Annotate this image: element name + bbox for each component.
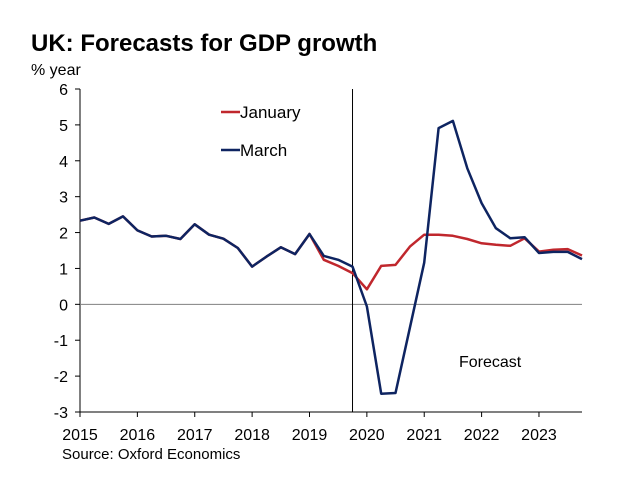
series-line-march (79, 119, 583, 395)
series-line-january (79, 215, 583, 291)
y-tick-label: 5 (59, 118, 68, 135)
y-tick-label: -1 (54, 333, 68, 350)
chart-title: UK: Forecasts for GDP growth (31, 30, 378, 57)
x-tick-label: 2016 (120, 427, 156, 444)
forecast-annotation: Forecast (459, 354, 522, 371)
legend-label-january: January (240, 103, 301, 122)
y-tick-label: 1 (59, 261, 68, 278)
x-tick-label: 2018 (234, 427, 270, 444)
x-tick-label: 2023 (521, 427, 557, 444)
y-tick-label: 3 (59, 190, 68, 207)
x-tick-label: 2017 (177, 427, 213, 444)
y-tick-label: -2 (54, 369, 68, 386)
y-tick-label: 4 (59, 154, 68, 171)
y-tick-label: 2 (59, 226, 68, 243)
legend-label-march: March (240, 141, 287, 160)
x-tick-label: 2021 (406, 427, 442, 444)
y-tick-label: -3 (54, 405, 68, 422)
x-tick-label: 2019 (292, 427, 328, 444)
y-tick-label: 6 (59, 82, 68, 99)
x-tick-label: 2020 (349, 427, 385, 444)
y-tick-label: 0 (59, 297, 68, 314)
y-axis-label: % year (31, 62, 81, 79)
source-note: Source: Oxford Economics (62, 446, 241, 463)
x-tick-label: 2022 (464, 427, 500, 444)
x-tick-label: 2015 (62, 427, 98, 444)
